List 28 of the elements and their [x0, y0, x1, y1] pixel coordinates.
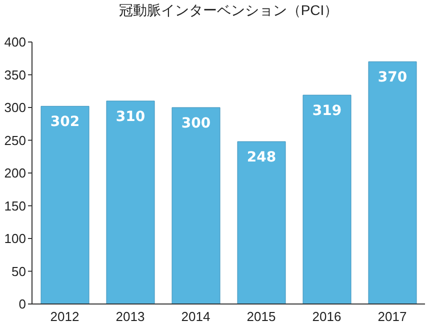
x-tick-label: 2014	[181, 309, 210, 324]
bar	[172, 107, 220, 304]
y-tick-label: 50	[12, 264, 26, 279]
bar	[106, 100, 155, 304]
x-tick-label: 2017	[378, 309, 407, 324]
data-label: 300	[181, 115, 211, 132]
bar	[368, 61, 417, 304]
bar	[40, 106, 90, 304]
y-tick-label: 100	[4, 231, 26, 246]
x-tick-label: 2016	[312, 309, 342, 324]
y-tick-label: 0	[18, 296, 26, 312]
data-label: 370	[378, 70, 408, 86]
y-tick-label: 200	[4, 166, 26, 181]
y-tick-label: 250	[4, 132, 26, 148]
bar	[302, 94, 352, 304]
data-label: 319	[312, 102, 342, 119]
y-tick-label: 350	[4, 67, 26, 82]
data-label: 302	[50, 114, 80, 130]
x-tick-label: 2012	[50, 309, 80, 324]
bar	[237, 141, 286, 304]
x-tick-label: 2013	[116, 309, 145, 324]
x-tick-label: 2015	[246, 309, 276, 324]
data-label: 248	[246, 150, 276, 166]
y-tick-label: 300	[4, 100, 26, 116]
chart-title: 冠動脈インターベンション（PCI）	[118, 2, 340, 20]
data-label: 310	[116, 108, 146, 125]
y-tick-label: 150	[4, 198, 26, 214]
y-tick-label: 400	[4, 34, 26, 50]
